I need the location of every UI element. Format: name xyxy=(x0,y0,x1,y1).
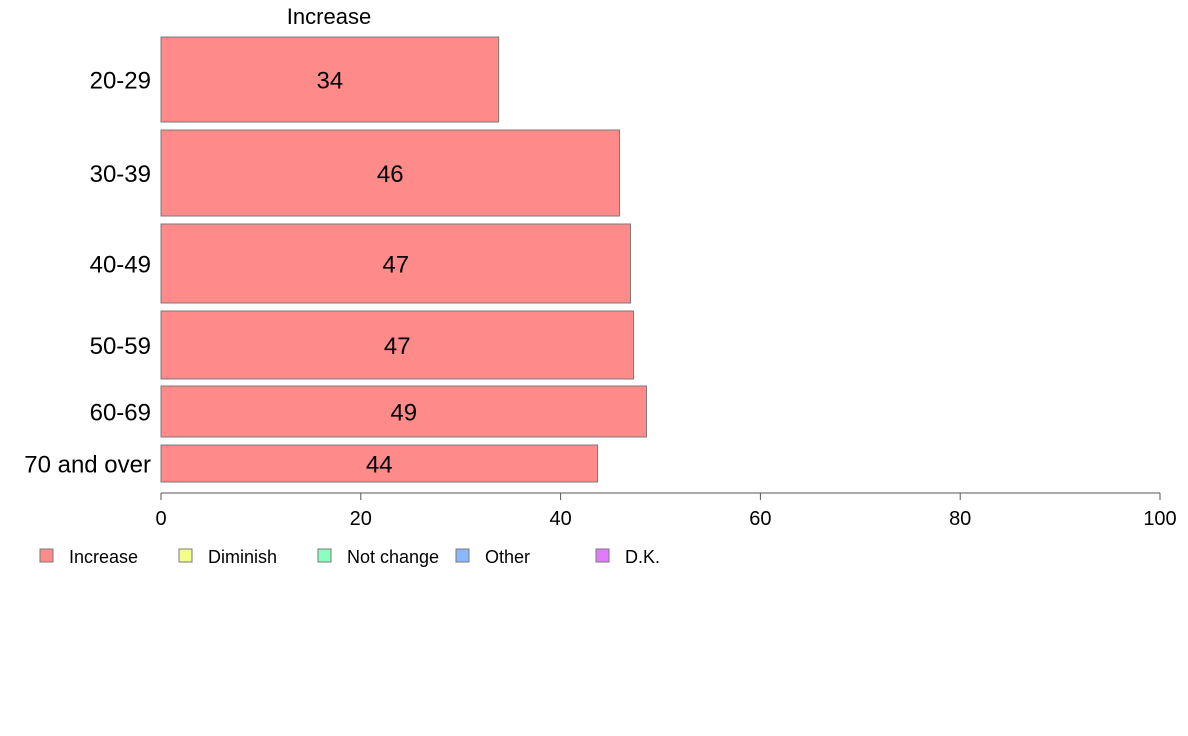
legend-swatch xyxy=(317,548,332,563)
x-tick-label: 20 xyxy=(350,508,372,530)
bar-30-39 xyxy=(160,129,621,217)
data-label: 47 xyxy=(382,252,409,279)
legend-swatch xyxy=(178,548,193,563)
legend-label: Diminish xyxy=(208,547,277,567)
legend-label: D.K. xyxy=(625,547,660,567)
chart-title: Increase xyxy=(287,4,371,29)
category-labels: 20-29 30-39 40-49 50-59 60-69 70 and over xyxy=(24,68,151,479)
data-label: 44 xyxy=(366,452,393,479)
data-labels: 34 46 47 47 49 44 xyxy=(316,68,417,479)
category-label: 70 and over xyxy=(24,452,151,479)
category-label: 40-49 xyxy=(90,252,151,279)
data-label: 46 xyxy=(377,161,404,188)
category-label: 60-69 xyxy=(90,400,151,427)
x-axis: 0 20 40 60 80 100 xyxy=(155,492,1177,530)
bar-70-and-over xyxy=(160,444,599,483)
data-label: 34 xyxy=(316,68,343,95)
data-label: 49 xyxy=(390,400,417,427)
x-tick-label: 0 xyxy=(155,508,166,530)
category-label: 30-39 xyxy=(90,161,151,188)
data-label: 47 xyxy=(384,333,411,360)
legend: Increase Diminish Not change Other D.K. xyxy=(39,547,660,567)
bar-60-69 xyxy=(160,385,648,438)
category-label: 20-29 xyxy=(90,68,151,95)
x-tick-label: 40 xyxy=(549,508,571,530)
bar-20-29 xyxy=(160,36,500,123)
bar-50-59 xyxy=(160,310,635,380)
legend-swatch xyxy=(455,548,470,563)
bars xyxy=(160,36,648,483)
legend-label: Increase xyxy=(69,547,138,567)
legend-swatch xyxy=(39,548,54,563)
bar-40-49 xyxy=(160,223,632,304)
x-tick-label: 100 xyxy=(1143,508,1176,530)
x-tick-label: 60 xyxy=(749,508,771,530)
x-tick-label: 80 xyxy=(949,508,971,530)
category-label: 50-59 xyxy=(90,333,151,360)
legend-label: Other xyxy=(485,547,530,567)
legend-label: Not change xyxy=(347,547,439,567)
legend-swatch xyxy=(595,548,610,563)
